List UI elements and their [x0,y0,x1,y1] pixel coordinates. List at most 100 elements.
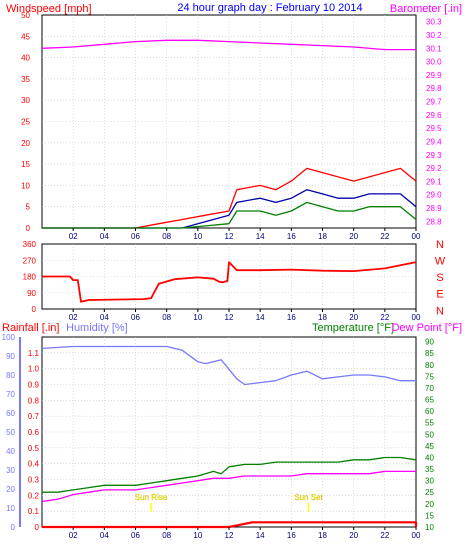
y-tick-label: 1.1 [28,349,40,358]
y-tick-label: 75 [425,372,434,381]
y-tick-label: 25 [425,488,434,497]
data-series [41,39,418,529]
compass-label: W [435,256,446,268]
x-tick-label: 22 [380,232,389,241]
rainfall-axis-label: Rainfall [.in] [2,322,59,334]
y-tick-label: 29.4 [426,137,442,146]
y-tick-label: 28.9 [426,204,442,213]
windspeed-axis-label: Windspeed [mph] [6,3,92,15]
x-tick-label: 16 [287,232,296,241]
x-tick-label: 06 [131,232,140,241]
x-tick-label: 00 [412,313,421,322]
y-tick-label: 60 [425,407,434,416]
y-tick-label: 30.2 [426,31,442,40]
y-tick-label: 29.3 [426,151,442,160]
temperature-axis-label: Temperature [°F] [312,322,394,334]
y-tick-label: 29.9 [426,71,442,80]
y-tick-label: 0.7 [28,412,40,421]
y-tick-label: 30.0 [426,58,442,67]
x-tick-label: 20 [349,313,358,322]
y-tick-label: 50 [425,430,434,439]
compass-label: S [436,272,443,284]
humidity-line [41,345,416,386]
sun-rise-marker-label: Sun Rise [135,493,168,502]
x-tick-label: 10 [193,531,202,540]
temperature-line [42,456,417,493]
y-tick-label: 90 [27,289,36,298]
x-tick-label: 10 [193,313,202,322]
x-tick-label: 06 [131,313,140,322]
compass-label: E [436,289,443,301]
x-tick-label: 16 [287,531,296,540]
x-tick-label: 12 [225,531,234,540]
x-tick-label: 04 [100,313,109,322]
x-tick-label: 08 [162,313,171,322]
y-tick-label: 28.8 [426,217,442,226]
y-tick-label: 0.3 [28,476,40,485]
y-tick-label: 45 [21,32,30,41]
y-tick-label: 15 [21,160,30,169]
y-tick-label: 20 [425,500,434,509]
compass-label: N [436,305,444,317]
x-tick-label: 22 [380,313,389,322]
y-tick-label: 35 [425,465,434,474]
x-tick-label: 04 [100,232,109,241]
y-tick-label: 360 [23,240,37,249]
wind-direction-line [42,261,417,303]
barometer-axis-label: Barometer [.in] [390,3,462,15]
y-tick-label: 0.5 [28,444,40,453]
humidity-axis-label: Humidity [%] [66,322,128,334]
sun-set-marker-label: Sun Set [294,493,323,502]
y-tick-label: 80 [6,371,15,380]
x-tick-label: 08 [162,232,171,241]
y-tick-label: 40 [6,447,15,456]
x-tick-label: 12 [225,232,234,241]
y-tick-label: 0 [26,224,31,233]
y-tick-label: 29.2 [426,164,442,173]
y-tick-label: 60 [6,409,15,418]
y-tick-label: 30.1 [426,44,442,53]
x-tick-label: 14 [256,232,265,241]
x-tick-label: 20 [349,232,358,241]
y-tick-label: 80 [425,361,434,370]
y-tick-label: 25 [21,118,30,127]
x-tick-label: 02 [69,531,78,540]
y-tick-label: 29.5 [426,124,442,133]
y-tick-label: 0 [32,305,37,314]
y-tick-label: 50 [21,11,30,20]
y-tick-label: 0 [11,523,16,532]
y-tick-label: 35 [21,75,30,84]
y-tick-label: 100 [2,333,16,342]
y-tick-label: 20 [21,139,30,148]
x-tick-label: 16 [287,313,296,322]
page-title: 24 hour graph day : February 10 2014 [177,2,362,14]
x-tick-label: 06 [131,531,140,540]
gridlines [42,15,416,527]
y-tick-label: 0.8 [28,396,40,405]
y-tick-label: 20 [6,485,15,494]
y-tick-label: 70 [425,384,434,393]
y-tick-label: 85 [425,349,434,358]
x-tick-label: 08 [162,531,171,540]
y-tick-label: 29.7 [426,98,442,107]
y-tick-label: 0.9 [28,381,40,390]
x-tick-label: 10 [193,232,202,241]
dewpoint-axis-label: Dew Point [°F] [392,322,462,334]
y-tick-label: 30.3 [426,18,442,27]
y-tick-label: 50 [6,428,15,437]
y-tick-label: 270 [23,256,37,265]
wind-gust-line [42,167,417,229]
y-tick-label: 10 [425,523,434,532]
y-tick-label: 70 [6,390,15,399]
x-tick-label: 22 [380,531,389,540]
y-tick-label: 90 [425,338,434,347]
wind-average-line [42,189,417,229]
x-tick-label: 18 [318,531,327,540]
y-tick-label: 30 [425,477,434,486]
y-tick-label: 55 [425,419,434,428]
y-tick-label: 0 [35,523,40,532]
y-tick-label: 10 [21,181,30,190]
y-tick-label: 40 [425,453,434,462]
x-tick-label: 02 [69,313,78,322]
